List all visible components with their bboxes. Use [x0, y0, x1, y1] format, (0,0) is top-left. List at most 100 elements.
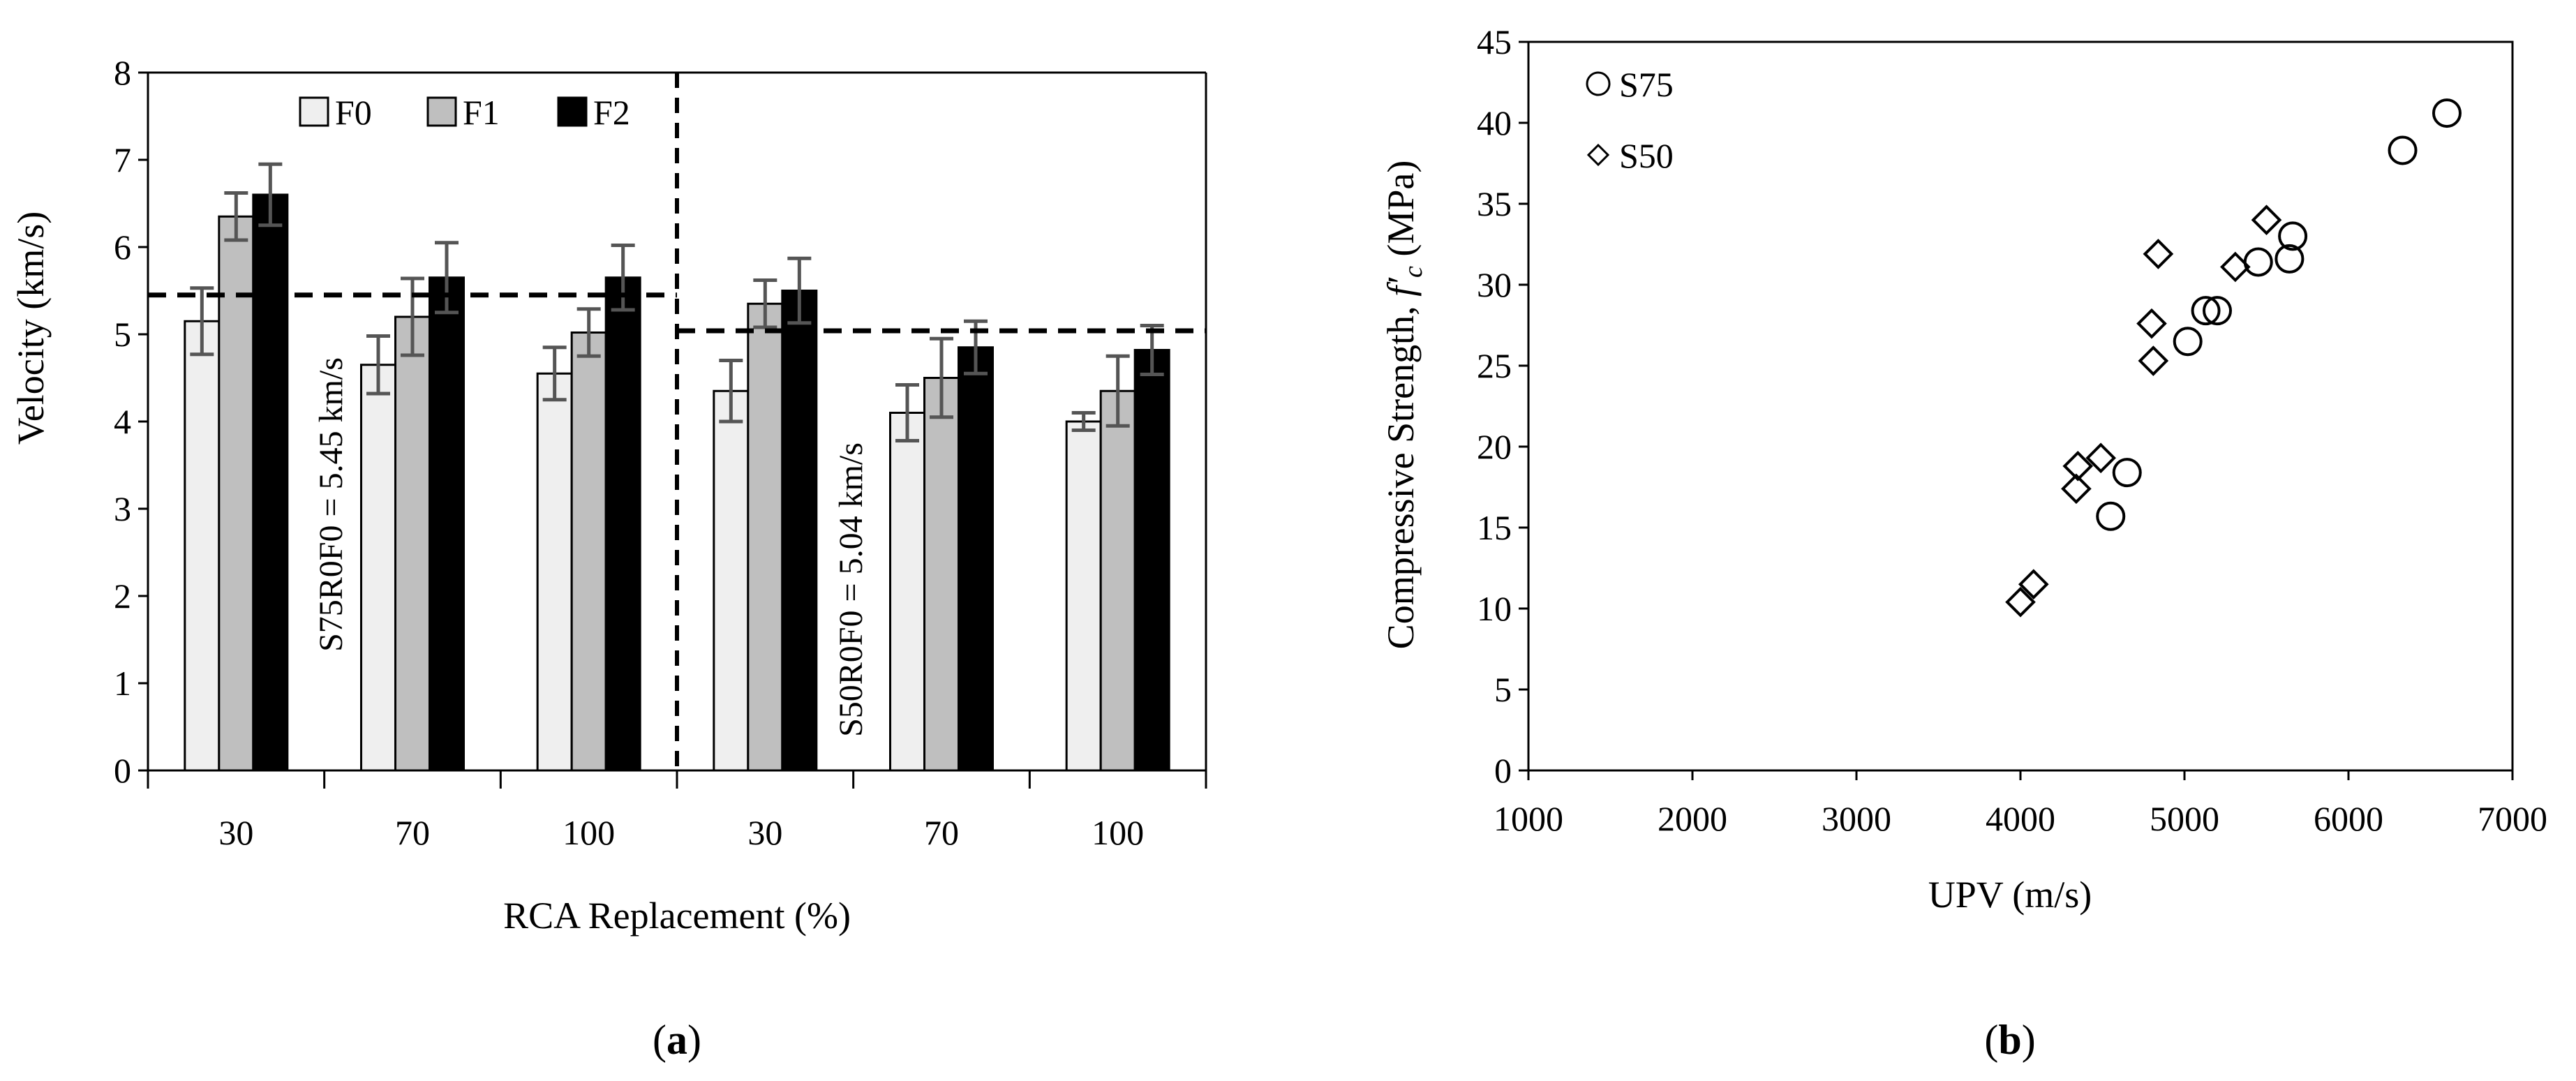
b-point-s50-8: [2220, 251, 2251, 283]
b-point-s50-2: [2061, 473, 2092, 505]
a-bar-f1-3: [747, 302, 784, 772]
b-point-s75-0: [2096, 501, 2126, 531]
b-y-tick-label: 25: [1477, 346, 1512, 385]
b-point-s75-4: [2203, 296, 2232, 326]
a-bar-f2-1: [429, 276, 465, 772]
b-caption: (b): [1984, 1017, 2035, 1063]
b-x-axis-title: UPV (m/s): [1928, 874, 2092, 916]
a-bar-f2-4: [958, 346, 994, 772]
a-y-tick-label: 6: [114, 228, 131, 267]
b-point-s50-0: [2005, 586, 2036, 618]
a-legend-label-f1: F1: [463, 93, 500, 132]
a-x-tick-label: 70: [395, 813, 430, 852]
a-bar-f1-2: [570, 331, 607, 772]
b-y-axis-title: Compressive Strength, f′c (MPa): [1380, 161, 1428, 650]
b-x-tick-label: 4000: [1986, 799, 2055, 838]
b-x-tick-label: 1000: [1494, 799, 1563, 838]
a-x-tick-label: 100: [563, 813, 615, 852]
b-point-s50-3: [2062, 451, 2094, 482]
a-bar-f0-4: [889, 412, 925, 772]
b-y-tick-label: 0: [1494, 751, 1512, 790]
a-y-tick-label: 4: [114, 402, 131, 441]
b-legend-marker-s50: [1586, 143, 1610, 167]
b-point-s50-6: [2138, 345, 2169, 376]
b-legend-label-s50: S50: [1619, 136, 1674, 175]
a-y-ticks: 0 1 2 3 4 5 6 7 8: [114, 53, 148, 790]
b-point-s75-6: [2275, 244, 2305, 274]
b-plot-frame: [1527, 40, 2514, 772]
b-x-tick-label: 6000: [2314, 799, 2383, 838]
a-y-tick-label: 5: [114, 315, 131, 354]
a-legend-label-f0: F0: [335, 93, 372, 132]
strength-scatter-chart: 0 5 10 15 20 25 30 35 40 45 1000 2000 3000 4000 5000 6…: [1380, 22, 2547, 1063]
b-point-s75-8: [2388, 135, 2418, 165]
a-bar-f2-0: [252, 193, 289, 772]
a-bar-f1-4: [923, 377, 960, 772]
b-y-tick-label: 20: [1477, 427, 1512, 466]
a-x-tick-label: 100: [1092, 813, 1144, 852]
a-bar-f1-0: [218, 215, 255, 772]
b-point-s75-9: [2432, 98, 2462, 128]
a-x-tick-label: 30: [218, 813, 253, 852]
b-points: [2005, 98, 2462, 618]
b-point-s75-2: [2173, 327, 2203, 357]
b-x-ticks: 1000 2000 3000 4000 5000 6000 7000: [1494, 770, 2547, 838]
a-legend-swatch-f0: [299, 96, 329, 127]
b-x-tick-label: 5000: [2150, 799, 2219, 838]
a-y-tick-label: 2: [114, 576, 131, 616]
b-point-s75-7: [2278, 221, 2308, 251]
b-point-s75-5: [2243, 247, 2273, 277]
b-x-tick-label: 2000: [1658, 799, 1727, 838]
b-y-tick-label: 30: [1477, 265, 1512, 304]
b-plot-border: [1527, 40, 2514, 772]
a-legend: F0 F1 F2: [299, 93, 630, 132]
b-y-tick-label: 5: [1494, 670, 1512, 709]
b-x-tick-label: 7000: [2478, 799, 2547, 838]
a-error-bars: [190, 162, 1164, 442]
a-bar-f1-5: [1099, 389, 1136, 772]
a-bar-f0-1: [360, 364, 396, 772]
b-point-s50-4: [2085, 442, 2116, 474]
b-x-tick-label: 3000: [1822, 799, 1891, 838]
a-bar-f0-0: [184, 320, 221, 772]
a-x-ticks: 30 70 100 30 70 100: [147, 770, 1207, 852]
b-point-s50-9: [2251, 204, 2282, 236]
a-reference-lines: [148, 73, 1206, 770]
a-x-axis-title: RCA Replacement (%): [503, 895, 851, 937]
a-y-tick-label: 8: [114, 53, 131, 92]
b-y-tick-label: 35: [1477, 184, 1512, 223]
a-reference-label-s50: S50R0F0 = 5.04 km/s: [833, 442, 870, 737]
a-bar-f2-5: [1133, 349, 1170, 772]
b-y-tick-label: 40: [1477, 103, 1512, 142]
a-legend-label-f2: F2: [593, 93, 630, 132]
b-point-s75-3: [2191, 296, 2221, 326]
a-legend-swatch-f2: [557, 96, 588, 127]
a-bar-f2-3: [781, 290, 818, 772]
a-caption: (a): [653, 1017, 701, 1063]
a-y-tick-label: 7: [114, 140, 131, 179]
b-legend: S75 S50: [1586, 65, 1674, 175]
a-bar-f0-5: [1065, 420, 1102, 772]
b-y-tick-label: 45: [1477, 22, 1512, 61]
b-y-tick-label: 15: [1477, 508, 1512, 547]
a-bar-f0-2: [536, 372, 573, 772]
a-y-tick-label: 3: [114, 489, 131, 528]
b-point-s50-1: [2018, 569, 2049, 600]
a-reference-label-s75: S75R0F0 = 5.45 km/s: [313, 357, 350, 652]
b-y-ticks: 0 5 10 15 20 25 30 35 40 45: [1477, 22, 1528, 790]
b-legend-marker-s75: [1586, 71, 1611, 96]
velocity-bar-chart: 0 1 2 3 4 5 6 7 8 30 70 100 30 70 100 Velocity (km/s)…: [10, 53, 1207, 1063]
b-point-s50-5: [2136, 308, 2167, 339]
a-legend-swatch-f1: [426, 96, 457, 127]
a-y-tick-label: 1: [114, 664, 131, 703]
a-x-tick-label: 70: [924, 813, 959, 852]
b-y-tick-label: 10: [1477, 589, 1512, 628]
a-x-tick-label: 30: [747, 813, 782, 852]
a-y-axis-title: Velocity (km/s): [10, 211, 52, 445]
a-bar-f0-3: [713, 389, 750, 772]
a-bars: [184, 193, 1170, 772]
b-point-s75-1: [2112, 458, 2142, 488]
a-bar-f2-2: [604, 276, 641, 772]
b-legend-label-s75: S75: [1619, 65, 1674, 104]
